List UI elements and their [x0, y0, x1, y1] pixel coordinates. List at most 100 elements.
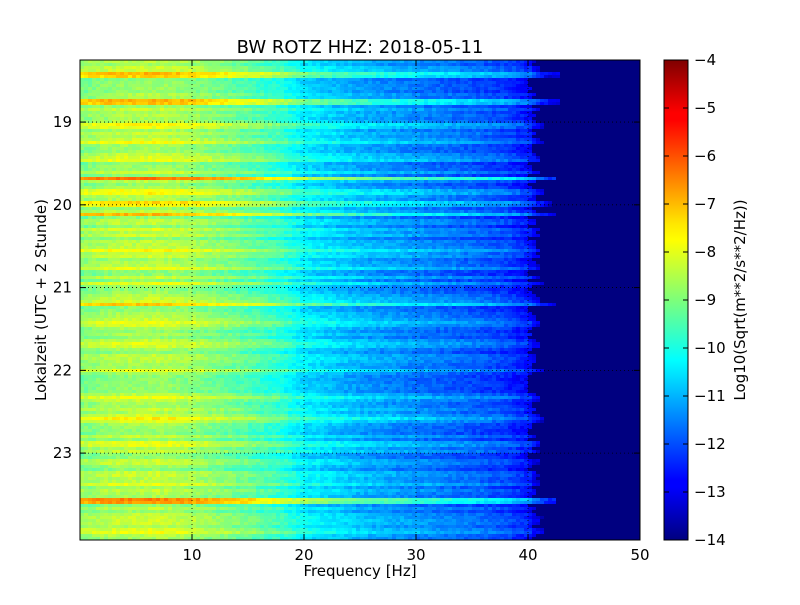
heatmap-cell — [536, 75, 541, 79]
heatmap-cell — [620, 105, 625, 109]
heatmap-cell — [416, 141, 421, 145]
heatmap-cell — [556, 144, 561, 148]
heatmap-cell — [592, 150, 597, 154]
heatmap-cell — [208, 87, 213, 91]
heatmap-cell — [512, 150, 517, 154]
heatmap-cell — [496, 114, 501, 118]
heatmap-cell — [232, 150, 237, 154]
heatmap-cell — [484, 123, 489, 127]
heatmap-cell — [160, 126, 165, 130]
heatmap-cell — [584, 84, 589, 88]
heatmap-cell — [160, 123, 165, 127]
heatmap-cell — [428, 144, 433, 148]
heatmap-cell — [616, 129, 621, 133]
heatmap-cell — [92, 66, 97, 70]
heatmap-cell — [216, 108, 221, 112]
heatmap-cell — [520, 87, 525, 91]
heatmap-cell — [620, 108, 625, 112]
heatmap-cell — [208, 141, 213, 145]
heatmap-cell — [368, 126, 373, 130]
heatmap-cell — [564, 63, 569, 67]
heatmap-cell — [404, 63, 409, 67]
heatmap-cell — [424, 111, 429, 115]
heatmap-cell — [184, 90, 189, 94]
heatmap-cell — [616, 81, 621, 85]
heatmap-cell — [232, 102, 237, 106]
heatmap-cell — [464, 132, 469, 136]
heatmap-cell — [456, 117, 461, 121]
heatmap-cell — [172, 69, 177, 73]
heatmap-cell — [616, 84, 621, 88]
heatmap-cell — [488, 87, 493, 91]
heatmap-cell — [368, 120, 373, 124]
heatmap-cell — [372, 69, 377, 73]
heatmap-cell — [416, 60, 421, 64]
heatmap-cell — [204, 105, 209, 109]
heatmap-cell — [468, 93, 473, 97]
heatmap-cell — [416, 69, 421, 73]
heatmap-cell — [276, 123, 281, 127]
heatmap-cell — [168, 150, 173, 154]
heatmap-cell — [340, 114, 345, 118]
heatmap-cell — [548, 120, 553, 124]
heatmap-cell — [336, 129, 341, 133]
heatmap-cell — [320, 129, 325, 133]
heatmap-cell — [532, 135, 537, 139]
heatmap-cell — [484, 114, 489, 118]
heatmap-cell — [352, 69, 357, 73]
heatmap-cell — [108, 93, 113, 97]
heatmap-cell — [412, 78, 417, 82]
heatmap-cell — [596, 60, 601, 64]
heatmap-cell — [376, 132, 381, 136]
heatmap-cell — [80, 135, 85, 139]
heatmap-cell — [520, 78, 525, 82]
heatmap-cell — [636, 72, 640, 76]
heatmap-cell — [88, 150, 93, 154]
heatmap-cell — [204, 69, 209, 73]
heatmap-cell — [500, 90, 505, 94]
heatmap-cell — [164, 120, 169, 124]
heatmap-cell — [276, 78, 281, 82]
heatmap-cell — [148, 66, 153, 70]
heatmap-cell — [328, 96, 333, 100]
heatmap-cell — [536, 123, 541, 127]
heatmap-cell — [92, 111, 97, 115]
heatmap-cell — [500, 63, 505, 67]
heatmap-cell — [348, 96, 353, 100]
heatmap-cell — [184, 141, 189, 145]
heatmap-cell — [388, 96, 393, 100]
heatmap-cell — [112, 141, 117, 145]
heatmap-cell — [352, 150, 357, 154]
heatmap-cell — [472, 63, 477, 67]
heatmap-cell — [168, 60, 173, 64]
heatmap-cell — [584, 120, 589, 124]
heatmap-cell — [84, 60, 89, 64]
heatmap-cell — [244, 69, 249, 73]
heatmap-cell — [628, 66, 633, 70]
heatmap-cell — [400, 111, 405, 115]
heatmap-cell — [252, 69, 257, 73]
heatmap-cell — [608, 60, 613, 64]
heatmap-cell — [608, 90, 613, 94]
heatmap-cell — [104, 111, 109, 115]
heatmap-cell — [276, 102, 281, 106]
heatmap-cell — [428, 135, 433, 139]
heatmap-cell — [576, 78, 581, 82]
heatmap-cell — [264, 150, 269, 154]
heatmap-cell — [248, 123, 253, 127]
heatmap-cell — [396, 132, 401, 136]
heatmap-cell — [536, 105, 541, 109]
heatmap-cell — [552, 144, 557, 148]
heatmap-cell — [548, 81, 553, 85]
heatmap-cell — [324, 147, 329, 151]
heatmap-cell — [504, 105, 509, 109]
heatmap-cell — [544, 144, 549, 148]
heatmap-cell — [448, 63, 453, 67]
heatmap-cell — [160, 111, 165, 115]
heatmap-cell — [492, 102, 497, 106]
heatmap-cell — [296, 150, 301, 154]
heatmap-cell — [624, 123, 629, 127]
heatmap-cell — [348, 147, 353, 151]
heatmap-cell — [376, 108, 381, 112]
heatmap-cell — [476, 99, 481, 103]
